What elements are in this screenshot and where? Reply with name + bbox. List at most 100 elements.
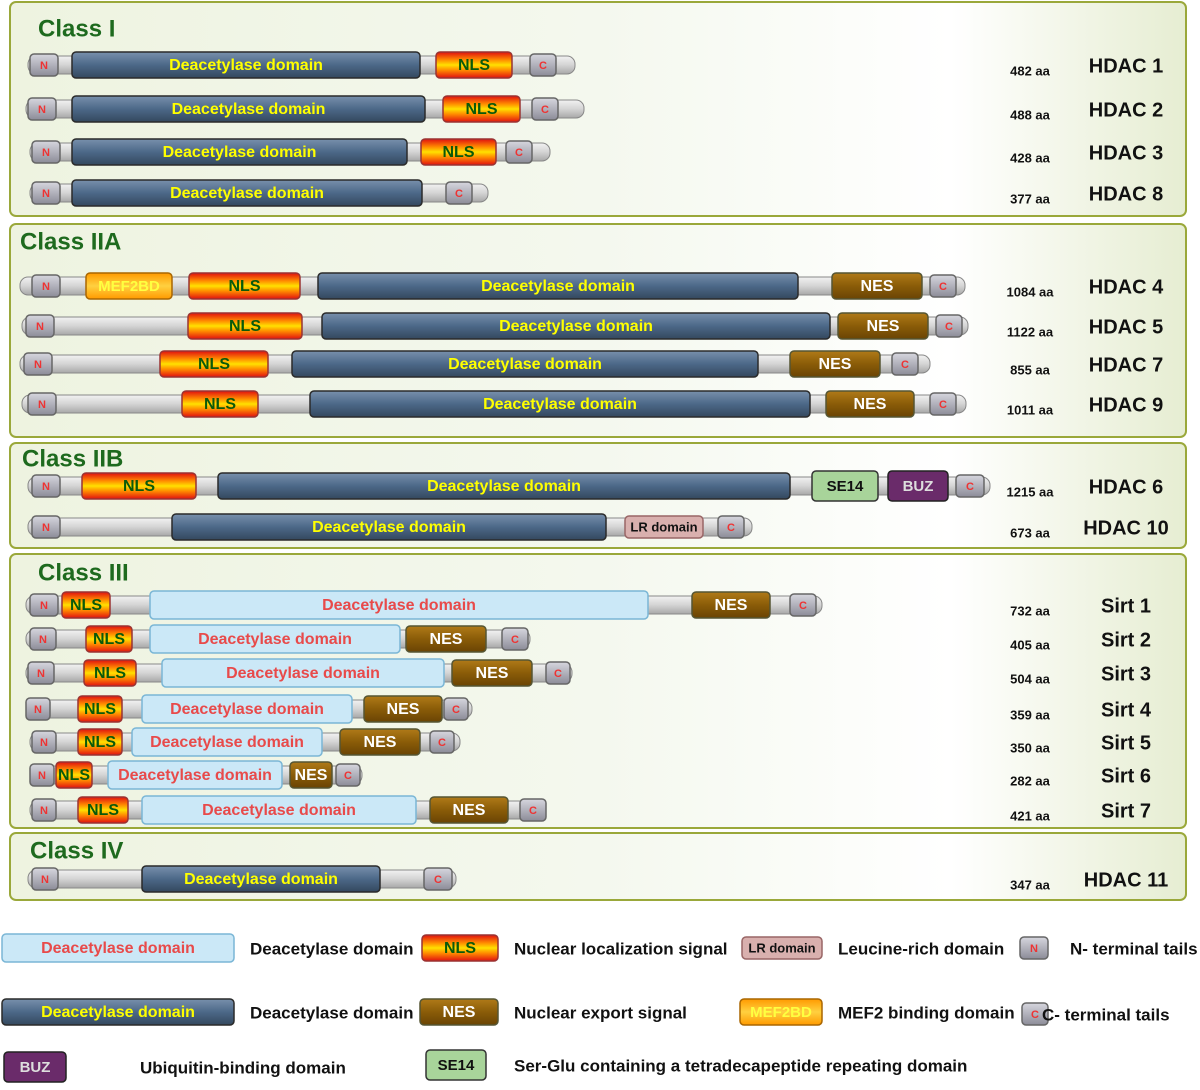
domain	[425, 1049, 487, 1081]
domain-label: N	[36, 321, 44, 333]
class-title: Class IIB	[22, 445, 123, 472]
domain-label: C	[511, 634, 519, 646]
domain-label: NLS	[87, 802, 119, 819]
class-box	[9, 553, 1187, 829]
protein-name: Sirt 1	[1101, 595, 1151, 617]
domain	[27, 392, 57, 416]
domain	[27, 97, 57, 121]
domain	[77, 728, 123, 756]
domain	[837, 312, 929, 340]
protein-length: 405 aa	[1010, 637, 1051, 652]
domain	[25, 314, 55, 338]
domain	[531, 97, 559, 121]
domain-label: NLS	[229, 278, 261, 295]
domain-label: Deacetylase domain	[427, 478, 581, 495]
legend-label: Deacetylase domain	[250, 939, 413, 958]
domain	[317, 272, 799, 300]
domain	[423, 867, 453, 891]
domain	[23, 352, 53, 376]
domain	[1019, 936, 1049, 960]
domain-label: NLS	[466, 101, 498, 118]
domain	[501, 627, 529, 651]
domain	[149, 590, 649, 620]
domain	[29, 53, 59, 77]
domain	[929, 392, 957, 416]
domain	[419, 998, 499, 1026]
domain	[85, 272, 173, 300]
domain	[335, 763, 361, 787]
domain	[77, 695, 123, 723]
domain-label: Deacetylase domain	[322, 597, 476, 614]
domain-label: NES	[861, 278, 894, 295]
domain	[929, 274, 957, 298]
domain	[429, 730, 455, 754]
domain	[71, 95, 426, 123]
domain-label: Deacetylase domain	[226, 665, 380, 682]
domain-label: N	[38, 770, 46, 782]
domain-label: NLS	[123, 478, 155, 495]
protein-length: 1215 aa	[1007, 484, 1055, 499]
domain	[1, 998, 235, 1026]
domain	[451, 659, 533, 687]
domain	[31, 274, 61, 298]
domain	[291, 350, 759, 378]
domain-label: N	[37, 668, 45, 680]
domain-label: Deacetylase domain	[184, 871, 338, 888]
domain	[171, 513, 607, 541]
domain-label: C	[939, 399, 947, 411]
domain	[141, 865, 381, 893]
protein-name: HDAC 4	[1089, 276, 1164, 298]
class-title: Class IV	[30, 837, 123, 864]
domain	[31, 730, 57, 754]
domain-label: NES	[295, 767, 328, 784]
domain-label: NLS	[93, 631, 125, 648]
domain	[31, 474, 61, 498]
domain	[429, 796, 509, 824]
domain-label: N	[42, 522, 50, 534]
protein-name: HDAC 10	[1083, 517, 1169, 539]
domain-label: NES	[443, 1004, 476, 1021]
protein-name: Sirt 4	[1101, 699, 1152, 721]
domain	[445, 181, 473, 205]
domain-label: SE14	[438, 1057, 475, 1074]
protein-length: 347 aa	[1010, 877, 1051, 892]
domain-label: NES	[387, 701, 420, 718]
domain	[29, 593, 59, 617]
domain	[529, 53, 557, 77]
domain-label: BUZ	[20, 1059, 51, 1076]
domain	[141, 694, 353, 724]
protein-length: 1011 aa	[1007, 402, 1054, 417]
protein-length: 350 aa	[1010, 740, 1051, 755]
domain-label: Deacetylase domain	[483, 396, 637, 413]
domain	[131, 727, 323, 757]
domain	[309, 390, 811, 418]
domain-label: LR domain	[748, 940, 815, 955]
legend-label: C- terminal tails	[1042, 1005, 1170, 1024]
protein-length: 377 aa	[1010, 191, 1051, 206]
domain	[741, 936, 823, 960]
domain-label: NLS	[204, 396, 236, 413]
domain-label: C	[434, 874, 442, 886]
domain-label: NLS	[458, 57, 490, 74]
protein-name: HDAC 5	[1089, 316, 1163, 338]
domain	[442, 95, 521, 123]
domain-label: Deacetylase domain	[169, 57, 323, 74]
domain	[421, 934, 499, 962]
domain-label: N	[42, 147, 50, 159]
domain-label: C	[966, 481, 974, 493]
domain-label: Deacetylase domain	[499, 318, 653, 335]
domain-label: NLS	[70, 597, 102, 614]
protein-length: 359 aa	[1010, 707, 1051, 722]
domain	[187, 312, 303, 340]
class-title: Class I	[38, 15, 115, 42]
domain	[831, 272, 923, 300]
domain-label: C	[344, 770, 352, 782]
domain	[25, 697, 51, 721]
legend-label: Leucine-rich domain	[838, 939, 1004, 958]
legend-label: Ser-Glu containing a tetradecapeptide re…	[514, 1056, 967, 1075]
domain	[405, 625, 487, 653]
domain-label: C	[554, 668, 562, 680]
protein-length: 732 aa	[1010, 603, 1051, 618]
domain-label: NLS	[94, 665, 126, 682]
domain-label: Deacetylase domain	[481, 278, 635, 295]
